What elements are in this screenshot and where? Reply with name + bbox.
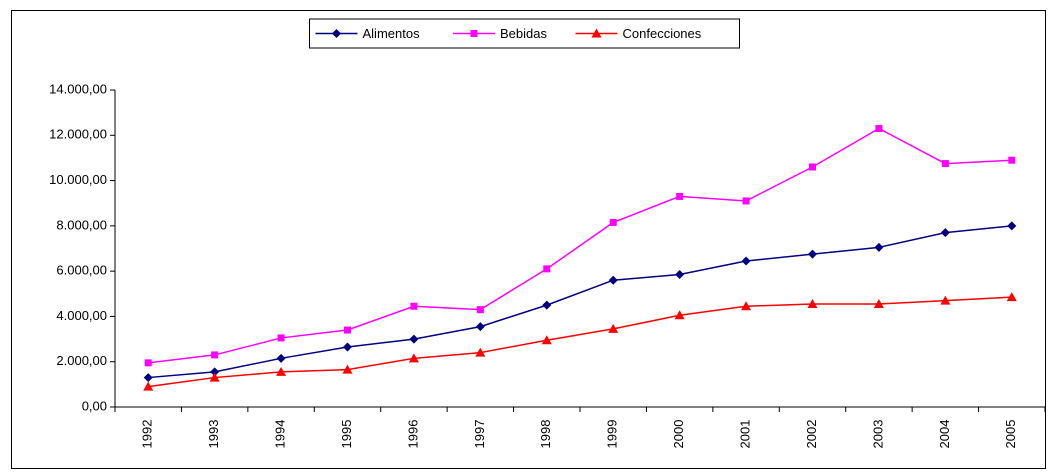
- marker: [144, 359, 152, 367]
- y-tick-label: 8.000,00: [56, 217, 107, 232]
- marker: [1007, 221, 1017, 231]
- x-tick-label: 1995: [339, 420, 354, 449]
- x-tick-label: 1996: [405, 420, 420, 449]
- marker: [676, 192, 684, 200]
- marker: [1006, 292, 1017, 302]
- x-tick-label: 1998: [538, 420, 553, 449]
- marker: [276, 366, 287, 376]
- marker: [809, 163, 816, 171]
- legend-label: Alimentos: [363, 26, 421, 41]
- marker: [741, 256, 751, 266]
- line: [148, 127, 1012, 364]
- marker: [342, 364, 353, 374]
- marker: [276, 353, 286, 363]
- x-tick-label: 2005: [1003, 420, 1018, 449]
- legend-box: [309, 18, 740, 49]
- marker: [542, 300, 552, 310]
- marker: [476, 306, 484, 314]
- y-tick-label: 6.000,00: [56, 263, 107, 278]
- marker: [873, 298, 884, 308]
- x-tick-label: 2000: [671, 420, 686, 449]
- marker: [742, 197, 750, 205]
- line: [148, 225, 1012, 379]
- marker: [409, 334, 419, 344]
- legend-label: Confecciones: [623, 26, 702, 41]
- marker: [143, 381, 154, 391]
- x-tick-label: 1997: [472, 420, 487, 449]
- marker: [608, 275, 618, 285]
- marker: [143, 373, 153, 383]
- y-tick-label: 4.000,00: [56, 308, 107, 323]
- line: [148, 296, 1012, 388]
- marker: [410, 302, 418, 310]
- y-tick-label: 10.000,00: [49, 172, 107, 187]
- marker: [475, 322, 485, 332]
- marker: [940, 228, 950, 238]
- marker: [741, 301, 752, 311]
- marker: [940, 295, 951, 305]
- y-tick-label: 0,00: [82, 398, 107, 413]
- y-tick-label: 2.000,00: [56, 353, 107, 368]
- marker: [874, 242, 884, 252]
- x-tick-label: 1994: [273, 420, 288, 449]
- marker: [408, 353, 419, 363]
- marker: [475, 347, 486, 357]
- marker: [675, 270, 685, 280]
- y-tick-label: 12.000,00: [49, 127, 107, 142]
- marker: [941, 160, 949, 168]
- marker: [470, 30, 478, 37]
- x-tick-label: 2001: [738, 420, 753, 449]
- marker: [1008, 156, 1016, 164]
- marker: [543, 265, 551, 273]
- y-tick-label: 14.000,00: [49, 81, 107, 96]
- marker: [541, 335, 552, 345]
- x-tick-label: 1999: [605, 420, 620, 449]
- x-tick-label: 1992: [140, 420, 155, 449]
- marker: [344, 326, 351, 334]
- marker: [209, 372, 220, 382]
- x-tick-label: 2004: [937, 420, 952, 449]
- marker: [591, 28, 602, 38]
- x-tick-label: 2003: [870, 420, 885, 449]
- x-tick-label: 1993: [206, 420, 221, 449]
- marker: [211, 351, 219, 359]
- marker: [674, 310, 685, 320]
- marker: [332, 29, 341, 38]
- marker: [807, 298, 818, 308]
- legend: Alimentos Bebidas Confecciones: [309, 18, 740, 49]
- marker: [875, 124, 883, 132]
- chart-frame: [11, 10, 1046, 469]
- marker: [608, 323, 619, 333]
- legend-label: Bebidas: [500, 26, 547, 41]
- marker: [277, 334, 285, 342]
- marker: [808, 249, 817, 259]
- marker: [343, 342, 352, 352]
- marker: [609, 218, 617, 226]
- marker: [210, 367, 220, 377]
- x-tick-label: 2002: [804, 420, 819, 449]
